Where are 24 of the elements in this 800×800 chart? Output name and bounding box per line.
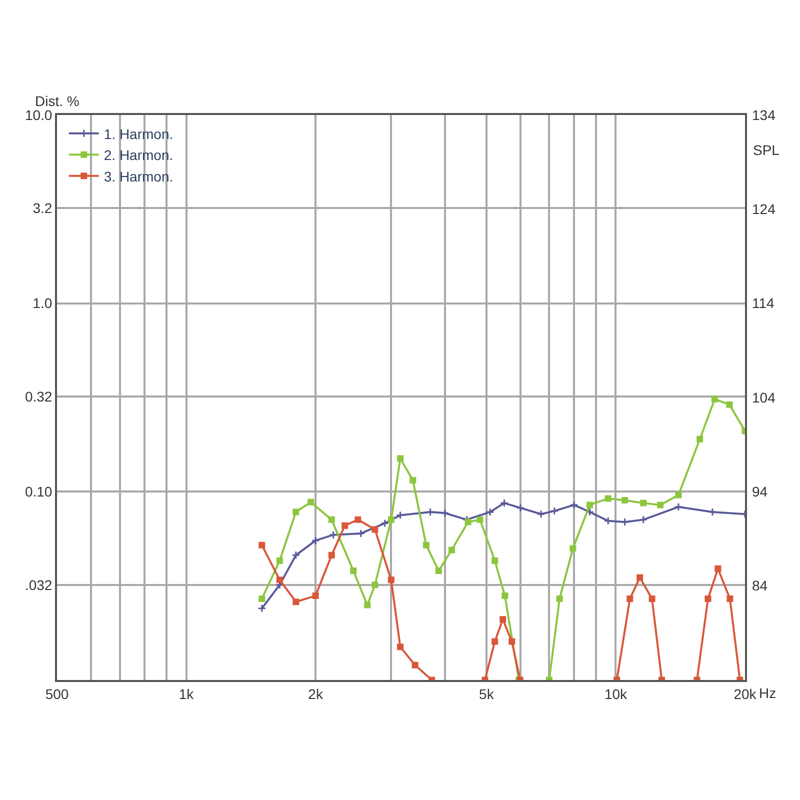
y-tick-label: 0.32 — [24, 388, 52, 404]
legend-label: 3. Harmon. — [104, 168, 174, 184]
y-axis-title: Dist. % — [35, 93, 80, 109]
y2-tick-label: 124 — [752, 201, 776, 218]
y2-axis-title: SPL — [753, 142, 780, 158]
x-tick-label: 5k — [479, 686, 495, 702]
y2-tick-label: 84 — [752, 578, 768, 594]
x-tick-label: 2k — [308, 686, 324, 702]
y-tick-label: 1.0 — [32, 295, 52, 312]
y2-tick-label: 104 — [752, 389, 776, 406]
y2-tick-label: 134 — [752, 106, 776, 123]
x-tick-label: 500 — [45, 686, 69, 702]
legend-label: 2. Harmon. — [104, 147, 174, 164]
legend-label: 1. Harmon. — [104, 126, 174, 142]
y-tick-label: 3.2 — [32, 200, 52, 216]
x-tick-label: 10k — [604, 686, 628, 702]
y2-tick-label: 114 — [752, 295, 775, 312]
y2-tick-label: 94 — [752, 484, 768, 500]
x-tick-label: 1k — [178, 686, 195, 702]
y-tick-label: 0.10 — [24, 484, 52, 500]
x-tick-label: 20k — [734, 686, 758, 702]
y-tick-label: 10.0 — [24, 106, 52, 123]
y-tick-label: .032 — [24, 576, 52, 593]
x-axis-title: Hz — [759, 685, 776, 701]
